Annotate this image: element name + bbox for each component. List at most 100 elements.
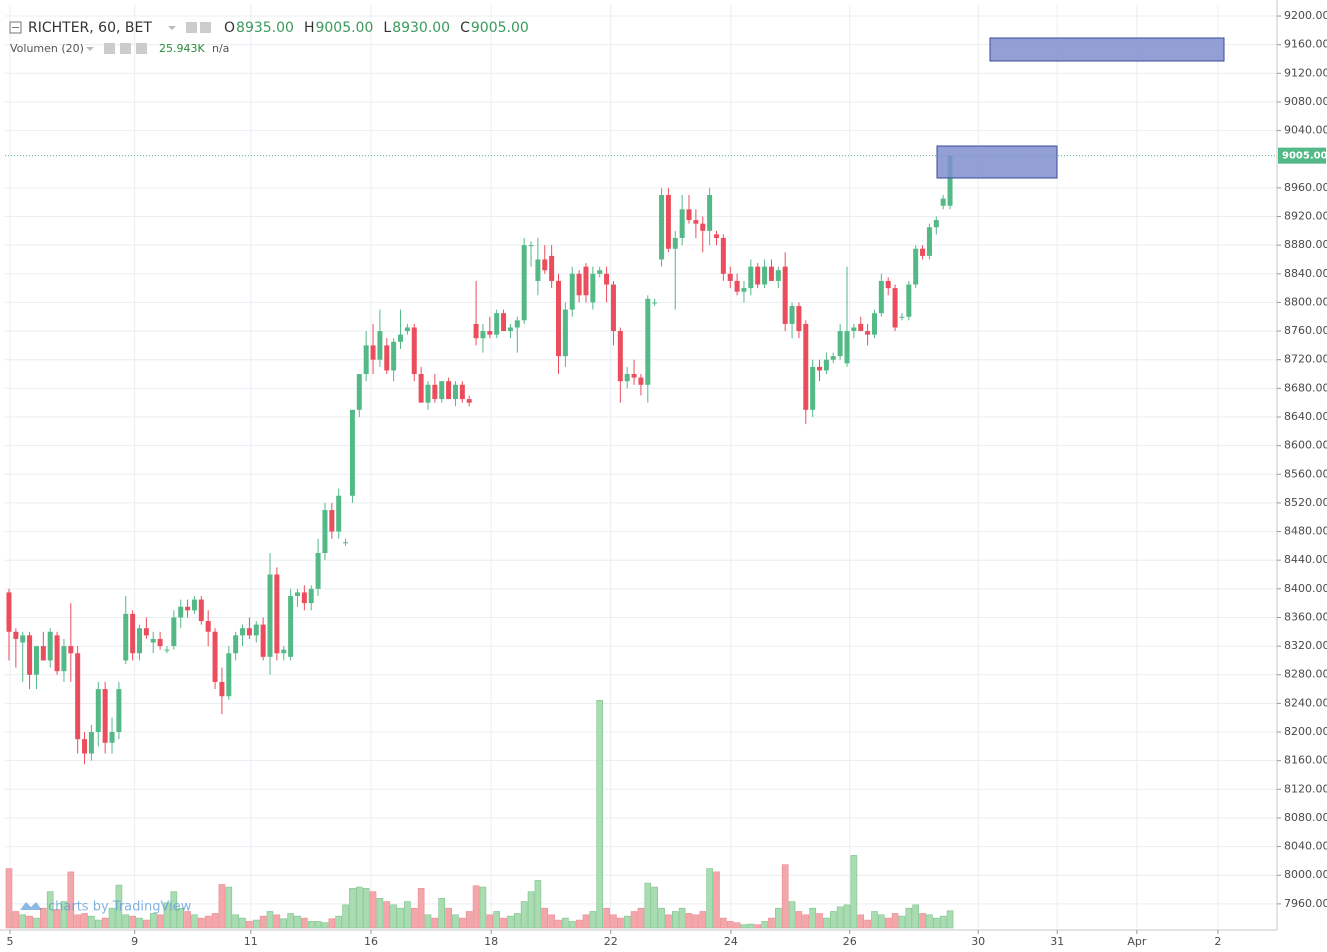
candle-body: [75, 653, 81, 740]
volume-bar: [919, 913, 926, 929]
y-tick-label: 8600.00: [1284, 439, 1327, 452]
eye-icon[interactable]: [186, 22, 197, 33]
candle-body: [562, 309, 568, 357]
y-tick-label: 9040.00: [1284, 124, 1327, 137]
candle-body: [116, 689, 122, 733]
volume-bar: [225, 886, 233, 929]
candle-body: [123, 613, 129, 661]
candle-body: [157, 638, 163, 647]
candle-body: [288, 595, 294, 657]
volume-bar: [40, 907, 47, 929]
candle-body: [185, 606, 191, 611]
y-tick-label: 8640.00: [1284, 410, 1327, 423]
volume-bar: [376, 897, 384, 929]
volume-bar: [417, 888, 425, 929]
volume-bar: [823, 917, 830, 929]
candle-body: [713, 234, 719, 238]
volume-bar: [534, 880, 542, 929]
drawn-rectangle[interactable]: [989, 37, 1225, 62]
volume-bar: [88, 915, 95, 929]
candle-body: [391, 341, 397, 371]
candle-body: [370, 345, 376, 360]
volume-status: n/a: [212, 42, 229, 55]
candle-body: [301, 592, 307, 604]
candle-body: [398, 334, 404, 342]
candle-body: [425, 384, 431, 403]
candle-body: [294, 592, 300, 596]
volume-bar: [603, 907, 610, 929]
candle-body: [171, 617, 177, 647]
collapse-icon[interactable]: [9, 21, 22, 34]
settings-icon[interactable]: [120, 43, 131, 54]
volume-bar: [493, 911, 500, 929]
candle-body: [652, 302, 658, 304]
volume-bar: [369, 891, 377, 929]
volume-bar: [397, 907, 404, 929]
volume-bar: [232, 914, 239, 929]
candle-body: [6, 592, 12, 632]
volume-bar: [562, 917, 569, 929]
volume-bar: [191, 914, 198, 929]
volume-bar: [575, 919, 583, 929]
volume-bar: [335, 915, 342, 929]
candle-body: [253, 624, 259, 636]
candle-body: [246, 628, 252, 636]
volume-bar: [850, 855, 858, 929]
candle-body: [762, 266, 768, 285]
dropdown-icon[interactable]: [168, 26, 176, 30]
volume-pane: [5, 699, 954, 929]
candle-body: [569, 273, 575, 310]
candle-body: [686, 209, 692, 221]
candle-body: [494, 313, 500, 335]
volume-bar: [706, 868, 713, 929]
drawn-rectangle[interactable]: [936, 145, 1058, 179]
volume-bar: [266, 911, 274, 929]
volume-bar: [445, 907, 452, 929]
y-tick-label: 8440.00: [1284, 553, 1327, 566]
ohlc-legend: O 8935.00 H 9005.00 L 8930.00 C 9005.00: [224, 20, 529, 36]
volume-bar: [424, 914, 432, 929]
y-tick-label: 8360.00: [1284, 610, 1327, 623]
candle-body: [617, 331, 623, 382]
candle-body: [20, 635, 26, 643]
candle-body: [198, 599, 204, 622]
volume-bar: [733, 922, 741, 929]
volume-bar: [122, 914, 130, 929]
candle-body: [343, 542, 349, 544]
volume-bar: [479, 886, 487, 929]
y-tick-label: 8760.00: [1284, 324, 1327, 337]
close-icon[interactable]: [136, 43, 147, 54]
settings-icon[interactable]: [200, 22, 211, 33]
volume-bar: [871, 911, 878, 929]
x-tick-label: 11: [244, 935, 258, 948]
dropdown-icon[interactable]: [86, 47, 94, 51]
volume-bar: [864, 919, 871, 929]
volume-bar: [26, 915, 33, 929]
volume-bar: [637, 907, 645, 929]
volume-bar: [932, 917, 940, 929]
volume-bar: [431, 917, 439, 929]
x-tick-label: 31: [1050, 935, 1064, 948]
ohlc-value: 8930.00: [392, 20, 450, 36]
candle-body: [940, 198, 946, 206]
eye-icon[interactable]: [104, 43, 115, 54]
volume-bar: [623, 915, 631, 929]
volume-bar: [644, 882, 652, 929]
candle-body: [789, 306, 795, 324]
volume-bar: [438, 897, 446, 929]
symbol-title: RICHTER, 60, BET: [28, 20, 152, 36]
candle-body: [610, 284, 616, 332]
candle-body: [487, 331, 493, 335]
volume-bar: [761, 921, 768, 929]
volume-title: Volumen (20): [10, 42, 84, 55]
y-tick-label: 8680.00: [1284, 381, 1327, 394]
candle-body: [260, 624, 266, 657]
volume-bar: [259, 915, 267, 929]
volume-bar: [699, 911, 707, 929]
volume-bar: [726, 921, 734, 929]
y-tick-label: 8320.00: [1284, 639, 1327, 652]
candle-body: [329, 510, 335, 532]
volume-bar: [239, 917, 246, 929]
volume-bar: [878, 914, 885, 929]
